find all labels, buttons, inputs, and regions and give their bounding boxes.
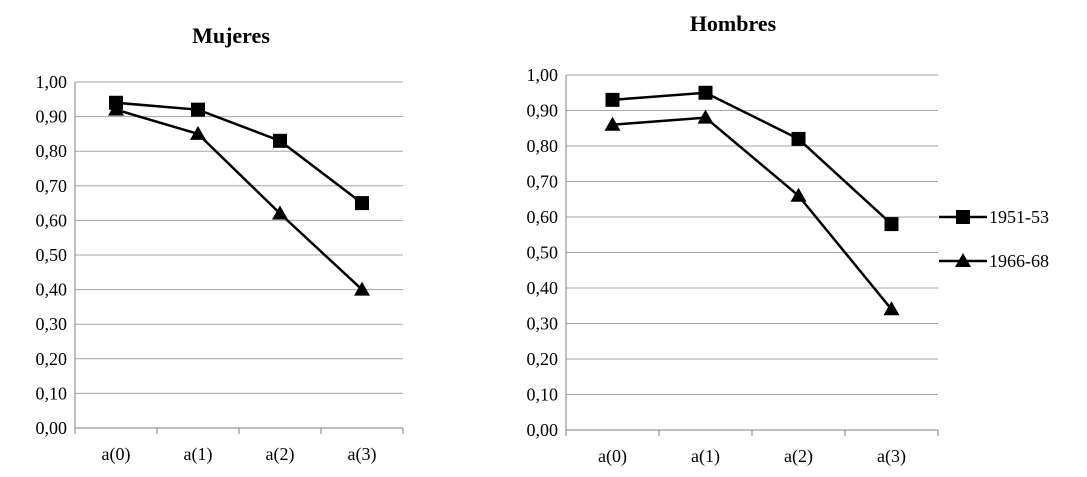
y-tick-label: 0,00: [36, 418, 68, 438]
legend-label: 1966-68: [989, 251, 1049, 271]
data-point-1966-68: [883, 301, 900, 316]
y-tick-label: 0,60: [527, 207, 559, 227]
y-tick-label: 0,90: [36, 107, 68, 127]
data-point-1951-53: [698, 85, 713, 100]
y-tick-label: 1,00: [36, 72, 68, 92]
y-tick-label: 0,00: [527, 420, 559, 440]
data-point-1951-53: [791, 131, 806, 146]
y-tick-label: 0,20: [36, 349, 68, 369]
data-point-1951-53: [191, 102, 205, 117]
y-tick-label: 0,10: [527, 385, 559, 405]
y-tick-label: 0,50: [527, 243, 559, 263]
series-line-1951-53: [612, 91, 893, 226]
data-point-1966-68: [604, 116, 621, 131]
x-tick-label: a(1): [691, 446, 720, 467]
data-point-1951-53: [884, 217, 899, 232]
data-point-1966-68: [272, 205, 288, 220]
series-line-1951-53: [115, 101, 363, 205]
legend: 1951-53 1966-68: [939, 207, 1049, 271]
y-tick-label: 0,30: [527, 314, 559, 334]
legend-marker: [956, 210, 970, 224]
x-tick-label: a(3): [877, 446, 906, 467]
x-tick-label: a(1): [184, 444, 213, 465]
series-line-1966-68: [612, 116, 893, 311]
legend-marker: [955, 253, 971, 267]
chart-panel-mujeres: Mujeres 0,00 0,10 0,20 0,30 0,40 0,50 0,60 0,70 0…: [36, 23, 404, 465]
y-tick-label: 0,20: [527, 349, 559, 369]
y-tick-label: 0,40: [527, 278, 559, 298]
x-tick-label: a(0): [598, 446, 627, 467]
y-tick-label: 0,70: [36, 176, 68, 196]
y-tick-label: 0,10: [36, 383, 68, 403]
y-tick-label: 0,50: [36, 245, 68, 265]
data-point-1966-68: [108, 101, 124, 116]
chart-title: Mujeres: [192, 23, 270, 48]
legend-label: 1951-53: [989, 207, 1049, 227]
chart-title: Hombres: [690, 11, 777, 36]
y-tick-label: 0,40: [36, 280, 68, 300]
y-tick-label: 0,80: [36, 141, 68, 161]
x-tick-label: a(3): [348, 444, 377, 465]
y-tick-label: 0,70: [527, 172, 559, 192]
x-tick-label: a(2): [266, 444, 295, 465]
y-tick-label: 1,00: [527, 65, 559, 85]
y-tick-label: 0,80: [527, 136, 559, 156]
data-point-1951-53: [605, 92, 620, 107]
y-tick-label: 0,60: [36, 210, 68, 230]
series-line-1966-68: [115, 108, 363, 291]
data-point-1951-53: [355, 196, 369, 211]
y-tick-label: 0,30: [36, 314, 68, 334]
chart-panel-hombres: Hombres 0,00 0,10 0,20 0,30 0,40 0,50 0,60 0,70 0…: [527, 11, 939, 467]
data-point-1966-68: [697, 109, 714, 124]
data-point-1966-68: [354, 281, 370, 296]
data-point-1966-68: [790, 187, 807, 202]
x-tick-label: a(0): [102, 444, 131, 465]
data-point-1951-53: [273, 133, 287, 148]
x-tick-label: a(2): [784, 446, 813, 467]
data-point-1966-68: [190, 125, 206, 140]
y-tick-label: 0,90: [527, 101, 559, 121]
